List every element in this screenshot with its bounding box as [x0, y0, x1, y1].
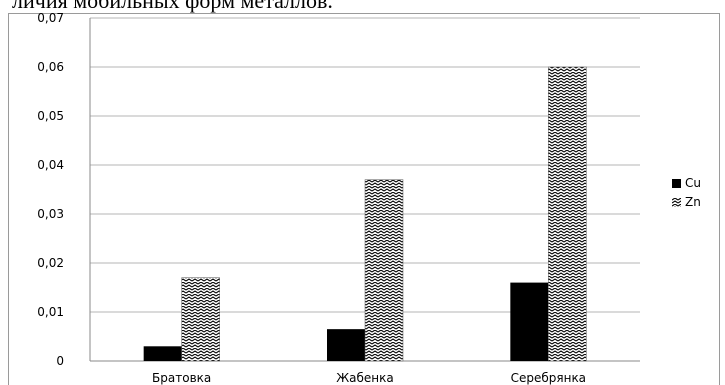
page-caption: личия мобильных форм металлов. — [12, 0, 333, 13]
chart-frame — [8, 13, 720, 385]
y-tick-label: 0,05 — [37, 109, 64, 123]
y-tick-label: 0,06 — [37, 60, 64, 74]
x-tick-label: Серебрянка — [511, 371, 586, 385]
legend-label-cu: Cu — [685, 176, 701, 190]
bar-zn-3 — [548, 66, 587, 362]
bar-cu-3 — [510, 282, 549, 361]
bar-zn-1 — [181, 277, 220, 362]
y-tick-label: 0 — [56, 354, 64, 368]
y-tick-label: 0,01 — [37, 305, 64, 319]
bar-cu-2 — [327, 329, 365, 361]
y-tick-label: 0,04 — [37, 158, 64, 172]
y-tick-label: 0,03 — [37, 207, 64, 221]
legend-swatch-cu — [672, 179, 681, 188]
legend-label-zn: Zn — [685, 195, 701, 209]
x-tick-label: Жабенка — [336, 371, 394, 385]
y-tick-label: 0,07 — [37, 11, 64, 25]
x-tick-label: Братовка — [152, 371, 211, 385]
bar-zn-2 — [364, 179, 404, 362]
bar-cu-1 — [143, 346, 182, 361]
legend-swatch-zn — [672, 198, 681, 207]
y-tick-label: 0,02 — [37, 256, 64, 270]
